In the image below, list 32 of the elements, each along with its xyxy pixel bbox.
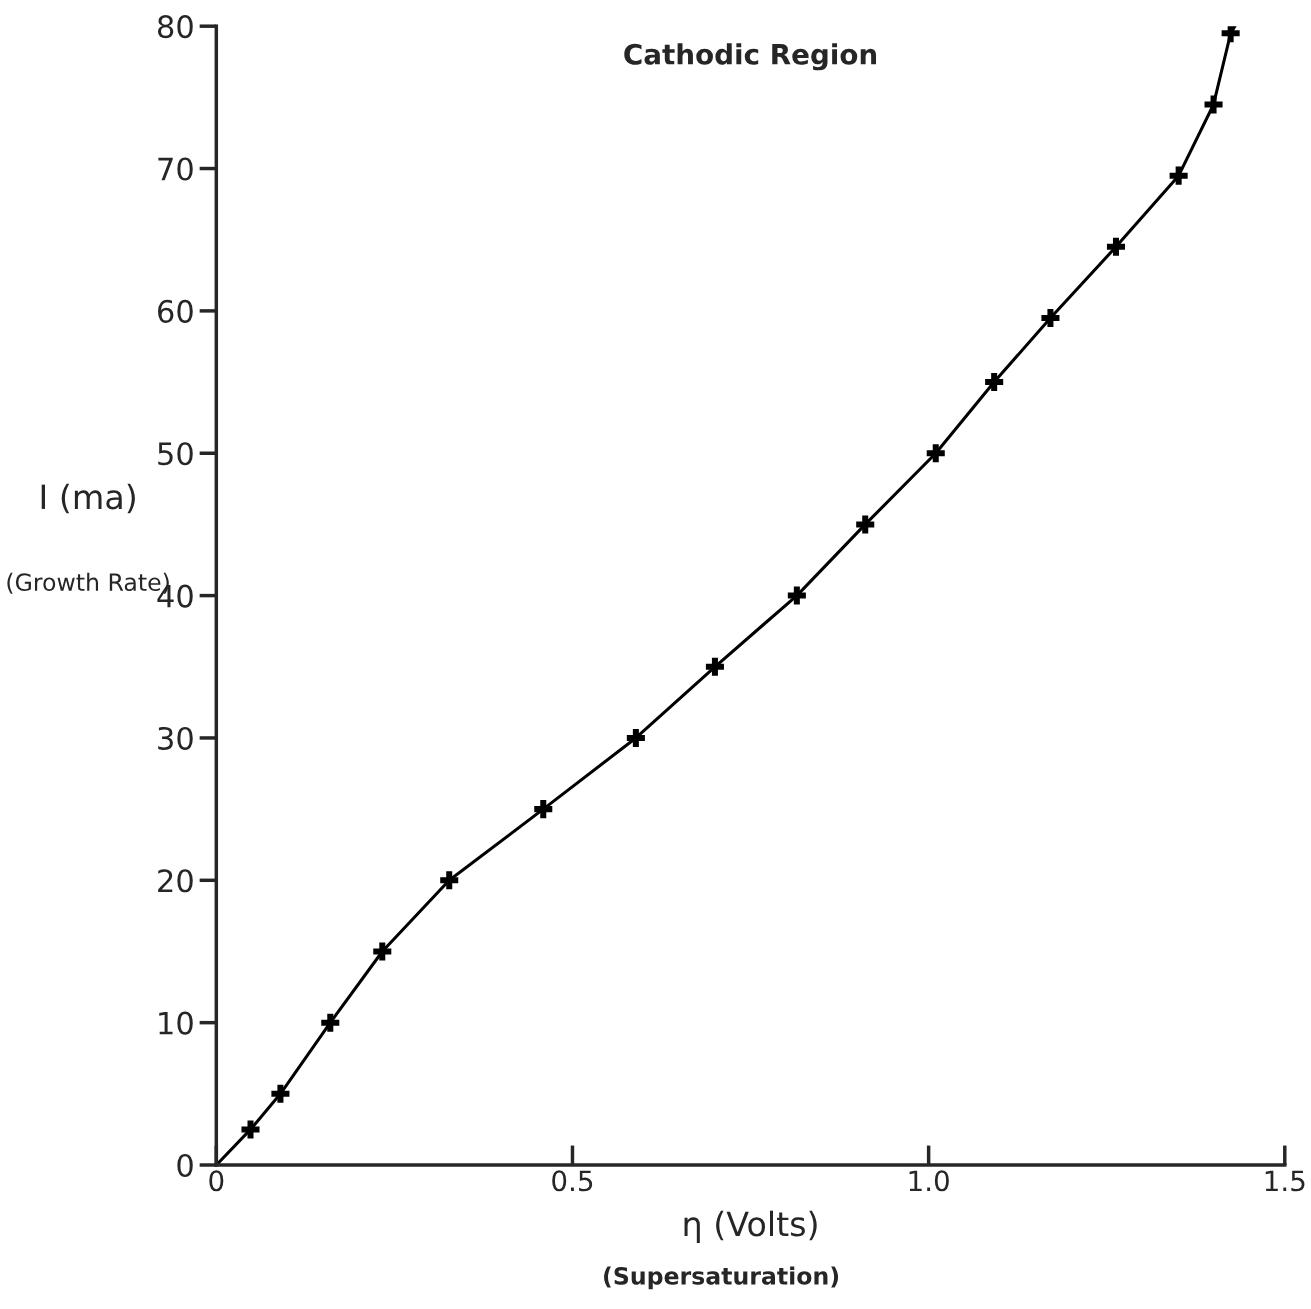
x-tick-label: 0 bbox=[209, 1170, 224, 1192]
x-axis-title: η (Volts) bbox=[684, 1210, 817, 1243]
text: (Supersaturation) bbox=[604, 1266, 839, 1290]
y-tick-label: 70 bbox=[158, 157, 193, 181]
y-axis-title: I (ma) bbox=[41, 483, 135, 514]
point bbox=[373, 942, 392, 961]
point bbox=[1169, 166, 1188, 185]
point bbox=[271, 1084, 290, 1103]
point bbox=[856, 515, 875, 534]
y-tick-label: 60 bbox=[158, 299, 193, 323]
point bbox=[1041, 308, 1060, 328]
x-tick-label: 0.5 bbox=[552, 1170, 593, 1192]
point bbox=[1221, 26, 1240, 43]
point bbox=[985, 373, 1004, 392]
y-tick-label: 30 bbox=[158, 726, 193, 750]
point bbox=[440, 871, 459, 890]
y-tick-label: 50 bbox=[158, 442, 193, 466]
point bbox=[1106, 237, 1125, 256]
point bbox=[626, 728, 645, 747]
text: Cathodic Region bbox=[624, 43, 877, 71]
point bbox=[534, 800, 553, 819]
point bbox=[705, 657, 724, 676]
point bbox=[1204, 95, 1223, 114]
y-tick-label: 20 bbox=[158, 869, 193, 893]
x-tick-label: 1.0 bbox=[909, 1170, 949, 1192]
x-tick-label: 1.5 bbox=[1265, 1170, 1305, 1192]
y-tick-label: 80 bbox=[157, 15, 193, 39]
point bbox=[926, 444, 945, 463]
y-tick-label: 10 bbox=[159, 1011, 193, 1035]
point bbox=[787, 586, 806, 605]
point bbox=[321, 1013, 340, 1032]
point bbox=[241, 1120, 260, 1139]
